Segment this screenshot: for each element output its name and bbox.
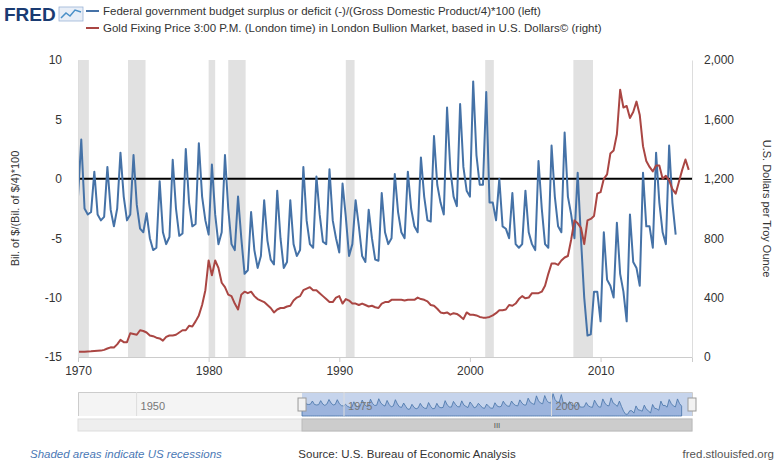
tick: 2000 <box>551 392 579 416</box>
legend-swatch <box>86 10 99 12</box>
tick-label: 1970 <box>65 364 92 378</box>
tick-label: 2000 <box>555 400 579 412</box>
legend-label: Federal government budget surplus or def… <box>103 5 541 17</box>
axis-line <box>692 61 693 358</box>
tick-mark <box>136 392 137 416</box>
tick: 1970 <box>65 357 92 378</box>
legend-item: Federal government budget surplus or def… <box>86 5 541 17</box>
tick-mark <box>344 392 345 416</box>
tick-label: -10 <box>45 291 63 305</box>
tick-label: -5 <box>51 232 62 246</box>
tick: 5 <box>55 113 78 127</box>
tick: 800 <box>692 232 724 246</box>
axis: -15 -10 -5 0 5 10 <box>45 53 79 364</box>
tick: -15 <box>45 350 78 364</box>
recession-band <box>346 60 355 357</box>
chart: 1970 1980 1990 2000 2010 -15 -10 -5 0 5 10 0 400 800 1… <box>0 0 782 464</box>
axis: 0 400 800 1,200 1,600 2,000 <box>692 53 734 364</box>
navigator-axis: 1950 1975 2000 <box>79 392 693 416</box>
navigator-bg <box>78 392 692 416</box>
tick: 1990 <box>326 357 353 378</box>
axis: 1970 1980 1990 2000 2010 <box>65 357 692 378</box>
scrollbar-thumb <box>302 419 692 431</box>
tick-label: 1950 <box>141 400 165 412</box>
legend-swatch <box>86 27 99 29</box>
series-line <box>78 90 689 352</box>
series-line <box>78 81 676 335</box>
axis-line <box>78 61 79 358</box>
logo-text: FRED <box>4 4 56 25</box>
tick-label: 1990 <box>326 364 353 378</box>
tick-label: 1,600 <box>704 113 734 127</box>
recession-note: Shaded areas indicate US recessions <box>30 448 222 460</box>
tick-label: 0 <box>704 350 711 364</box>
tick-mark <box>470 357 471 362</box>
tick: 0 <box>55 172 78 186</box>
tick: 1,200 <box>692 172 734 186</box>
tick: 2,000 <box>692 53 734 67</box>
tick-label: 1980 <box>196 364 223 378</box>
y-axis-title: Bil. of $/(Bil. of $/4)*100 <box>9 151 21 267</box>
navigator: 1950 1975 2000 III <box>78 392 696 431</box>
logo-icon-line <box>61 10 81 18</box>
tick: 1980 <box>196 357 223 378</box>
zero-line <box>78 178 692 180</box>
tick: 2000 <box>457 357 484 378</box>
tick-label: 2010 <box>588 364 615 378</box>
tick-label: 5 <box>55 113 62 127</box>
tick-mark <box>78 357 79 362</box>
navigator-handle <box>298 398 306 411</box>
tick: 1,600 <box>692 113 734 127</box>
tick: 1950 <box>137 392 165 416</box>
scrollbar-track <box>78 419 692 431</box>
tick-label: 400 <box>704 291 724 305</box>
credit: fred.stlouisfed.org <box>683 448 774 460</box>
tick-label: 0 <box>55 172 62 186</box>
scrollbar-grip: III <box>494 421 501 430</box>
legend-item: Gold Fixing Price 3:00 P.M. (London time… <box>86 22 602 34</box>
logo-icon <box>59 7 83 21</box>
navigator-window <box>302 392 692 416</box>
tick: 0 <box>692 350 711 364</box>
tick-mark <box>601 357 602 362</box>
tick: 10 <box>49 53 78 67</box>
axis-line <box>79 393 693 417</box>
tick: 1975 <box>344 392 372 416</box>
tick-label: 2000 <box>457 364 484 378</box>
logo: FRED <box>4 4 83 25</box>
tick-label: 1975 <box>348 400 372 412</box>
tick: 2010 <box>588 357 615 378</box>
tick-mark <box>339 357 340 362</box>
y2-axis-title: U.S. Dollars per Troy Ounce <box>761 140 773 278</box>
plot-area <box>78 60 692 357</box>
tick-label: 10 <box>49 53 63 67</box>
tick-label: -15 <box>45 350 63 364</box>
tick-label: 2,000 <box>704 53 734 67</box>
tick-label: 800 <box>704 232 724 246</box>
source: Source: U.S. Bureau of Economic Analysis <box>298 448 516 460</box>
tick-mark <box>209 357 210 362</box>
navigator-handle <box>688 398 696 411</box>
recession-band <box>78 60 89 357</box>
navigator-series <box>302 394 682 416</box>
legend: Federal government budget surplus or def… <box>86 5 602 34</box>
tick: 400 <box>692 291 724 305</box>
tick: -10 <box>45 291 78 305</box>
tick-mark <box>551 392 552 416</box>
tick: -5 <box>51 232 78 246</box>
axis-line <box>79 358 693 363</box>
tick-label: 1,200 <box>704 172 734 186</box>
legend-label: Gold Fixing Price 3:00 P.M. (London time… <box>103 22 602 34</box>
